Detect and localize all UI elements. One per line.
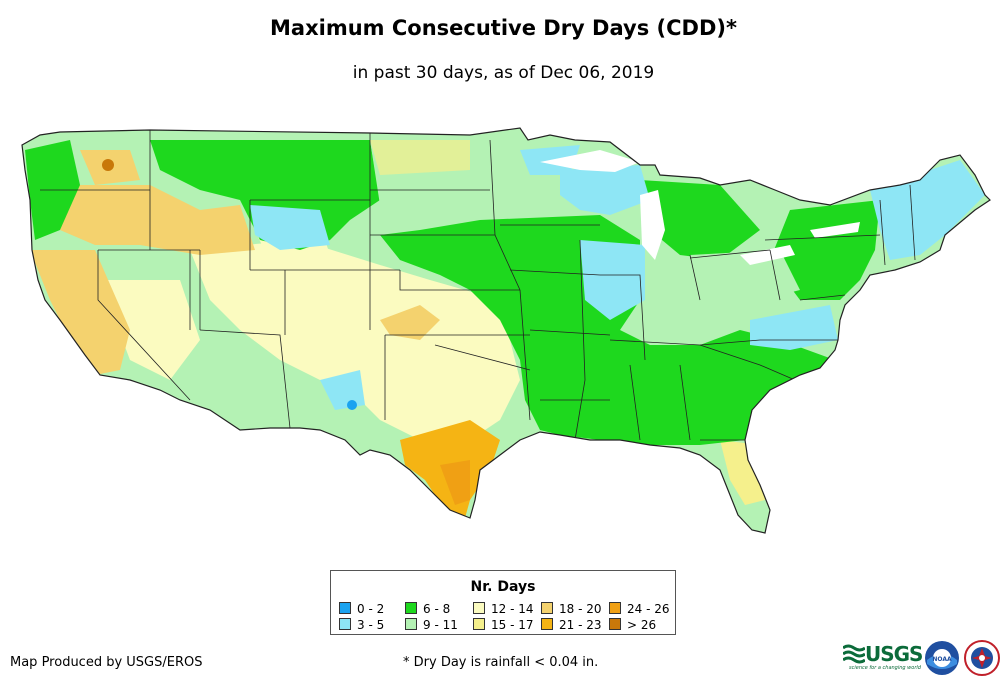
legend-item-21-23: 21 - 23 xyxy=(541,618,602,632)
legend-item-over-26: > 26 xyxy=(609,618,656,632)
usgs-wave-icon xyxy=(843,644,865,664)
legend-swatch xyxy=(473,618,485,630)
legend-item-24-26: 24 - 26 xyxy=(609,602,670,616)
legend: Nr. Days 0 - 2 3 - 5 6 - 8 9 - 11 12 - 1… xyxy=(330,570,676,635)
map-title: Maximum Consecutive Dry Days (CDD)* xyxy=(270,16,737,40)
legend-item-3-5: 3 - 5 xyxy=(339,618,384,632)
nws-logo-icon xyxy=(964,640,1000,676)
legend-swatch xyxy=(541,618,553,630)
noaa-logo-icon: NOAA xyxy=(925,641,959,675)
usgs-tagline: science for a changing world xyxy=(849,665,921,671)
legend-swatch xyxy=(473,602,485,614)
legend-swatch xyxy=(405,618,417,630)
legend-item-9-11: 9 - 11 xyxy=(405,618,458,632)
legend-item-15-17: 15 - 17 xyxy=(473,618,534,632)
legend-item-12-14: 12 - 14 xyxy=(473,602,534,616)
map-subtitle: in past 30 days, as of Dec 06, 2019 xyxy=(352,63,655,83)
legend-swatch xyxy=(541,602,553,614)
legend-swatch xyxy=(609,618,621,630)
legend-swatch xyxy=(339,618,351,630)
legend-swatch xyxy=(609,602,621,614)
footnote-text: * Dry Day is rainfall < 0.04 in. xyxy=(403,655,599,670)
legend-item-6-8: 6 - 8 xyxy=(405,602,450,616)
usgs-wordmark: USGS xyxy=(865,642,923,666)
credit-text: Map Produced by USGS/EROS xyxy=(10,655,203,670)
legend-title: Nr. Days xyxy=(470,579,536,595)
noaa-logo-text: NOAA xyxy=(932,656,952,663)
cdd-map xyxy=(21,127,991,534)
legend-item-0-2: 0 - 2 xyxy=(339,602,384,616)
legend-item-18-20: 18 - 20 xyxy=(541,602,602,616)
legend-swatch xyxy=(405,602,417,614)
legend-swatch xyxy=(339,602,351,614)
